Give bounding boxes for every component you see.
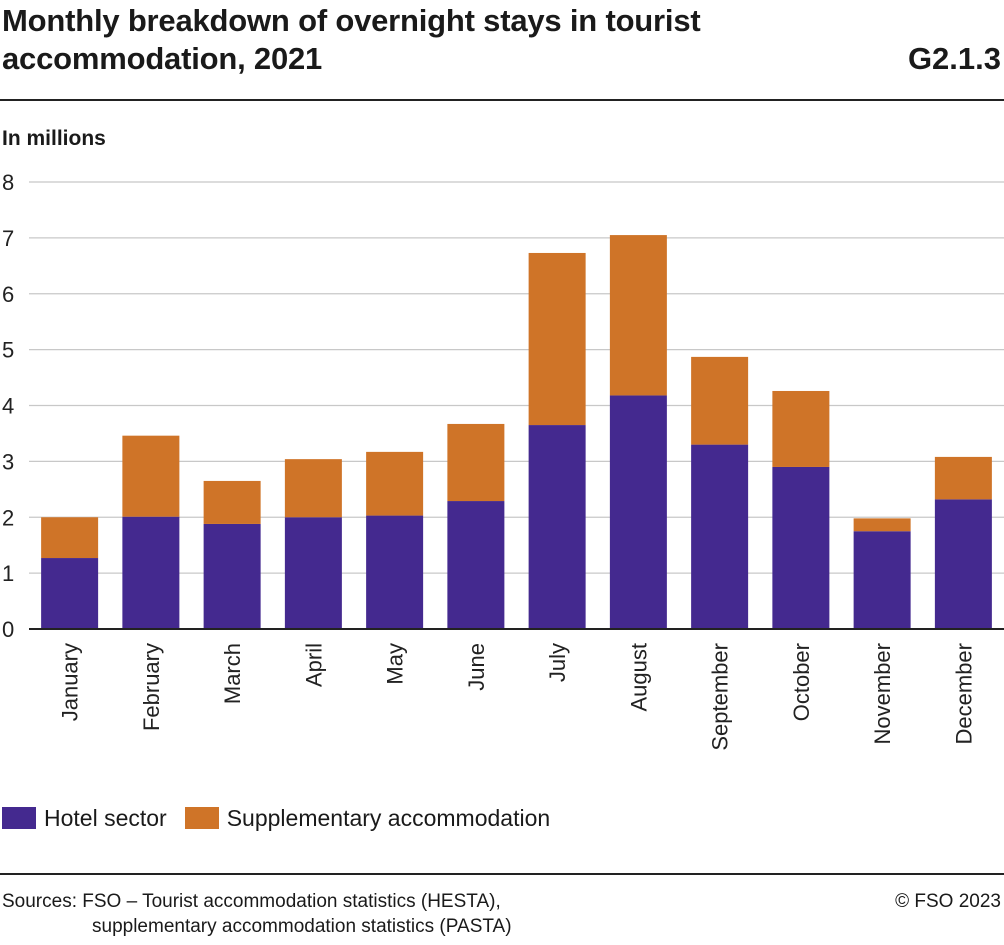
y-tick-label: 8: [2, 170, 14, 195]
x-tick-label-april: April: [301, 643, 326, 687]
sources-line-1: Sources: FSO – Tourist accommodation sta…: [2, 891, 501, 912]
bar-hotel-june: [447, 501, 505, 629]
x-tick-label-february: February: [139, 643, 164, 731]
x-tick-label-july: July: [545, 643, 570, 682]
bar-hotel-january: [41, 558, 99, 629]
chart-code: G2.1.3: [907, 41, 1001, 76]
sources-note: Sources: FSO – Tourist accommodation sta…: [2, 889, 512, 939]
bar-supplementary-august: [609, 235, 667, 396]
bar-supplementary-march: [203, 480, 261, 524]
bar-supplementary-september: [691, 356, 749, 445]
legend-label-hotel: Hotel sector: [44, 804, 167, 831]
x-tick-label-september: September: [708, 643, 733, 751]
bar-supplementary-november: [853, 518, 911, 532]
header-rule: [0, 99, 1004, 101]
legend-item-supplementary: Supplementary accommodation: [184, 804, 551, 832]
bar-hotel-september: [691, 444, 749, 629]
y-tick-label: 3: [2, 449, 14, 474]
y-tick-label: 7: [2, 226, 14, 251]
chart-legend: Hotel sector Supplementary accommodation: [2, 803, 568, 833]
legend-item-hotel: Hotel sector: [2, 805, 167, 832]
x-tick-label-october: October: [789, 643, 814, 721]
bar-hotel-november: [853, 531, 911, 629]
y-tick-label: 6: [2, 282, 14, 307]
bar-hotel-april: [284, 517, 342, 629]
bar-hotel-may: [366, 515, 424, 629]
x-tick-label-june: June: [464, 643, 489, 691]
y-tick-label: 1: [2, 561, 14, 586]
stacked-bar-chart: 0 1 2 3 4 5 6 7 8 January February March April May Jun…: [2, 170, 1004, 751]
footer-rule: [0, 873, 1004, 875]
y-tick-label: 5: [2, 338, 14, 363]
y-tick-label: 4: [2, 394, 14, 419]
bar-supplementary-january: [41, 517, 99, 559]
bar-supplementary-december: [934, 456, 992, 500]
legend-label-supplementary: Supplementary accommodation: [226, 804, 551, 831]
bar-hotel-october: [772, 466, 830, 629]
y-tick-label: 0: [2, 617, 14, 642]
x-tick-label-august: August: [626, 643, 651, 712]
bar-supplementary-may: [366, 451, 424, 516]
bar-supplementary-october: [772, 390, 830, 467]
x-tick-label-may: May: [383, 643, 408, 685]
bar-hotel-august: [609, 395, 667, 629]
x-tick-label-january: January: [58, 643, 83, 721]
legend-swatch-supplementary: [184, 807, 219, 829]
bar-supplementary-february: [122, 435, 180, 517]
bar-supplementary-july: [528, 252, 586, 426]
x-tick-label-december: December: [951, 643, 976, 744]
x-tick-label-november: November: [870, 643, 895, 744]
y-tick-label: 2: [2, 505, 14, 530]
bar-supplementary-june: [447, 423, 505, 502]
x-tick-label-march: March: [220, 643, 245, 704]
bar-hotel-february: [122, 516, 180, 629]
bar-hotel-march: [203, 523, 261, 629]
copyright: © FSO 2023: [895, 891, 1001, 912]
bar-supplementary-april: [284, 459, 342, 518]
y-axis-unit-label: In millions: [2, 127, 106, 150]
bar-hotel-december: [934, 499, 992, 629]
legend-swatch-hotel: [2, 807, 36, 829]
bar-hotel-july: [528, 425, 586, 629]
chart-title: Monthly breakdown of overnight stays in …: [2, 3, 701, 76]
sources-line-2: supplementary accommodation statistics (…: [92, 916, 512, 937]
